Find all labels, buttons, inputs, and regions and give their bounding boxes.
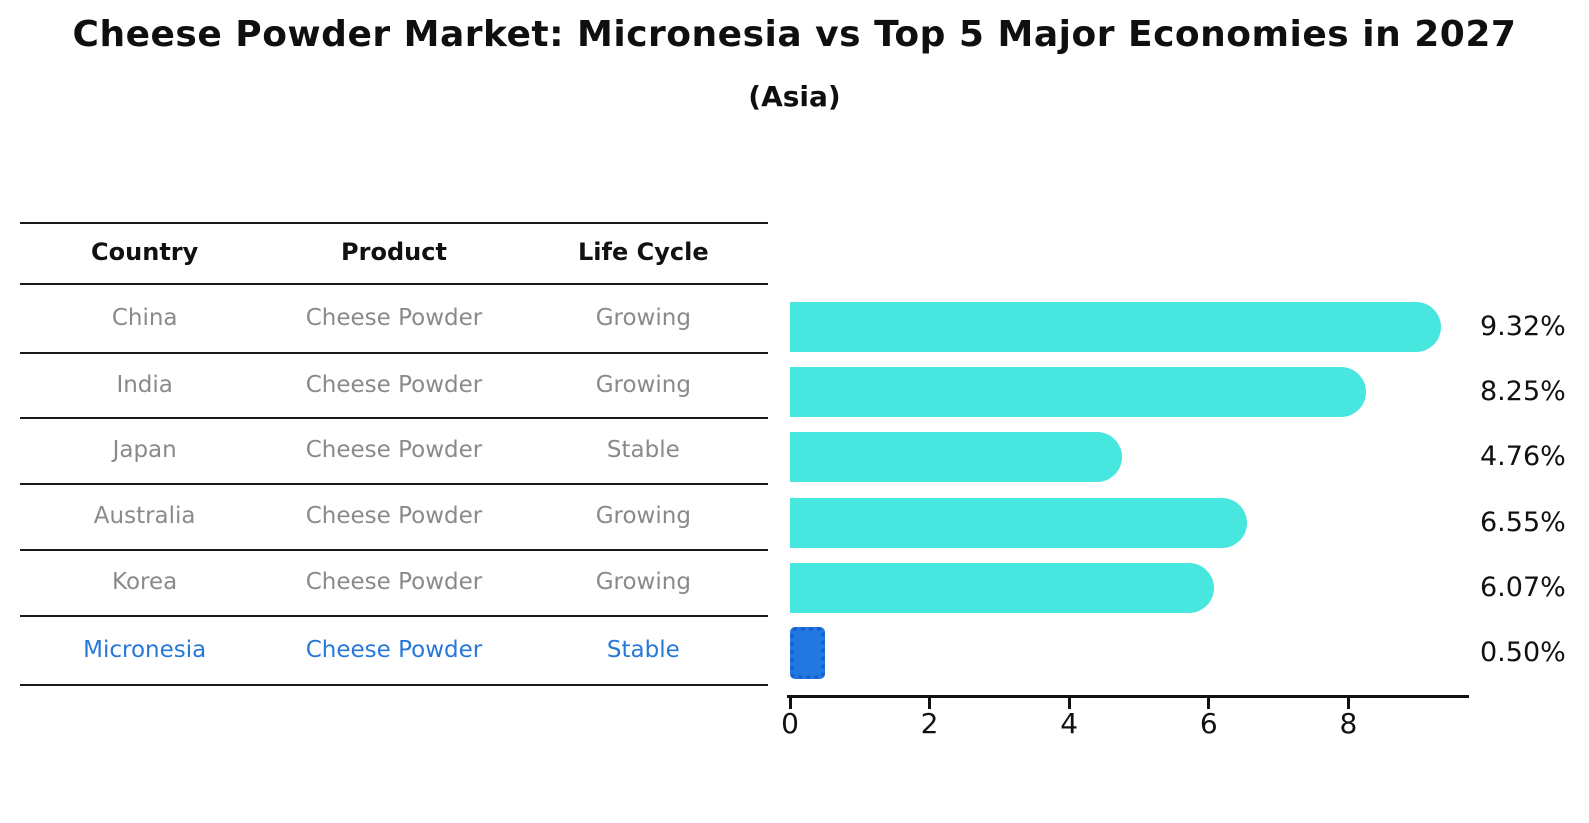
table-rule (20, 483, 768, 485)
cell-country: Micronesia (83, 636, 207, 663)
cell-life-cycle: Growing (595, 569, 691, 595)
page-subtitle: (Asia) (748, 80, 841, 113)
bar-japan (790, 432, 1122, 483)
table-row: Micronesia Cheese Powder Stable (20, 625, 768, 675)
x-axis-line (787, 695, 1469, 698)
x-axis-tick-label: 6 (1199, 707, 1218, 740)
cell-product: Cheese Powder (305, 437, 483, 463)
bar-value-label: 4.76% (1480, 441, 1566, 473)
bar-value-label: 8.25% (1480, 376, 1566, 408)
bar-china (790, 302, 1441, 352)
cell-product: Cheese Powder (305, 371, 483, 398)
x-axis-tick (1067, 698, 1071, 709)
x-axis-tick-label: 8 (1339, 707, 1358, 740)
column-header-country: Country (91, 238, 199, 266)
x-axis-tick (928, 698, 932, 709)
bar-micronesia (790, 627, 825, 679)
cell-life-cycle: Stable (606, 636, 680, 663)
table-rule (20, 283, 768, 285)
table-row: Australia Cheese Powder Growing (20, 491, 768, 541)
bar-india (790, 367, 1366, 418)
cell-country: Japan (112, 437, 177, 463)
page-title: Cheese Powder Market: Micronesia vs Top … (72, 14, 1517, 55)
cell-country: Korea (112, 569, 178, 595)
bar-korea (790, 562, 1214, 613)
table-rule (20, 615, 768, 617)
cell-product: Cheese Powder (305, 304, 483, 331)
bar-value-label: 0.50% (1480, 637, 1566, 668)
table-row: India Cheese Powder Growing (20, 360, 768, 410)
table-row: Japan Cheese Powder Stable (20, 425, 768, 475)
bar-value-label: 9.32% (1480, 311, 1566, 342)
cell-product: Cheese Powder (305, 636, 483, 663)
cell-product: Cheese Powder (305, 569, 483, 595)
cell-life-cycle: Growing (595, 371, 691, 398)
x-axis-tick (1346, 698, 1350, 709)
x-axis-tick-label: 2 (920, 707, 939, 740)
x-axis-tick-label: 0 (781, 707, 799, 740)
bar-value-label: 6.07% (1480, 571, 1566, 603)
x-axis-tick-label: 4 (1060, 707, 1079, 740)
cell-country: India (116, 371, 173, 398)
x-axis-tick (1207, 698, 1211, 709)
table-rule (20, 684, 768, 686)
table-rule (20, 352, 768, 354)
table-row: Korea Cheese Powder Growing (20, 557, 768, 607)
cell-life-cycle: Growing (595, 503, 691, 529)
cell-life-cycle: Stable (606, 437, 680, 463)
cell-country: Australia (93, 503, 196, 529)
column-header-product: Product (341, 238, 447, 266)
table-row: China Cheese Powder Growing (20, 293, 768, 343)
table-rule (20, 222, 768, 224)
x-axis-tick (788, 698, 792, 709)
table-header-row: Country Product Life Cycle (20, 227, 768, 277)
table-rule (20, 417, 768, 419)
bar-value-label: 6.55% (1480, 506, 1566, 538)
column-header-life-cycle: Life Cycle (578, 238, 709, 266)
cell-country: China (111, 304, 178, 331)
bar-australia (790, 497, 1247, 548)
cell-life-cycle: Growing (595, 304, 691, 331)
table-rule (20, 549, 768, 551)
cell-product: Cheese Powder (305, 503, 483, 529)
